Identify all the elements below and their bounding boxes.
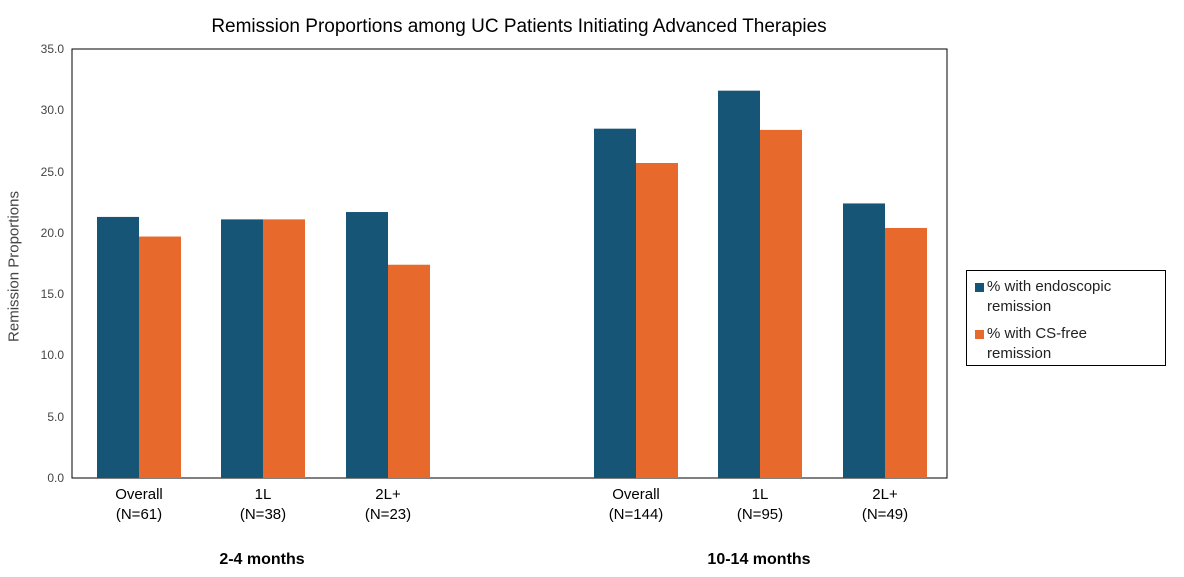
- y-tick-label: 20.0: [40, 225, 64, 240]
- x-tick-label: Overall (N=61): [79, 485, 199, 525]
- x-tick-label: 2L+ (N=23): [328, 485, 448, 525]
- x-tick-label: 1L (N=95): [700, 485, 820, 525]
- category-name: Overall: [115, 486, 163, 503]
- legend-swatch-endoscopic: [975, 283, 984, 292]
- bar-csfree: [760, 129, 802, 478]
- y-tick-label: 10.0: [40, 348, 64, 363]
- category-n: (N=95): [736, 506, 784, 523]
- legend-label-line2: remission: [987, 345, 1052, 362]
- bar-csfree: [139, 236, 181, 478]
- legend: % with endoscopic remission % with CS-fr…: [966, 270, 1166, 366]
- bar-csfree: [263, 219, 305, 479]
- category-n: (N=38): [239, 506, 287, 523]
- legend-label-line1: % with endoscopic: [987, 278, 1112, 295]
- group-label: 10-14 months: [707, 551, 811, 568]
- bar-endoscopic: [346, 212, 388, 478]
- bar-csfree: [885, 227, 927, 478]
- category-name: 1L: [751, 486, 769, 503]
- bar-csfree: [388, 264, 430, 478]
- category-name: 2L+: [375, 486, 401, 503]
- category-name: 2L+: [872, 486, 898, 503]
- bar-endoscopic: [718, 90, 760, 478]
- bar-endoscopic: [97, 216, 139, 478]
- group-label: 2-4 months: [219, 551, 305, 568]
- category-n: (N=49): [861, 506, 909, 523]
- y-tick-label: 5.0: [47, 409, 64, 424]
- x-tick-label: Overall (N=144): [576, 485, 696, 525]
- category-n: (N=23): [364, 506, 412, 523]
- bar-endoscopic: [221, 219, 263, 479]
- legend-label-line2: remission: [987, 298, 1052, 315]
- bar-endoscopic: [843, 203, 885, 478]
- x-tick-label: 1L (N=38): [203, 485, 323, 525]
- bar-endoscopic: [594, 128, 636, 478]
- category-name: 1L: [254, 486, 272, 503]
- y-tick-label: 15.0: [40, 287, 64, 302]
- y-tick-label: 0.0: [47, 471, 64, 485]
- legend-label-line1: % with CS-free: [987, 325, 1088, 342]
- bars-layer: [97, 90, 927, 479]
- y-tick-label: 35.0: [40, 42, 64, 56]
- y-tick-label: 30.0: [40, 103, 64, 118]
- x-tick-label: 2L+ (N=49): [825, 485, 945, 525]
- legend-swatch-csfree: [975, 330, 984, 339]
- category-name: Overall: [612, 486, 660, 503]
- y-axis-label: Remission Proportions: [5, 191, 23, 342]
- legend-item-csfree: % with CS-free remission: [975, 324, 1157, 364]
- plot-frame: [71, 48, 948, 479]
- legend-item-endoscopic: % with endoscopic remission: [975, 277, 1157, 317]
- category-n: (N=61): [115, 506, 163, 523]
- y-tick-label: 25.0: [40, 164, 64, 179]
- chart-title: Remission Proportions among UC Patients …: [211, 16, 827, 37]
- bar-csfree: [636, 162, 678, 478]
- category-n: (N=144): [608, 506, 664, 523]
